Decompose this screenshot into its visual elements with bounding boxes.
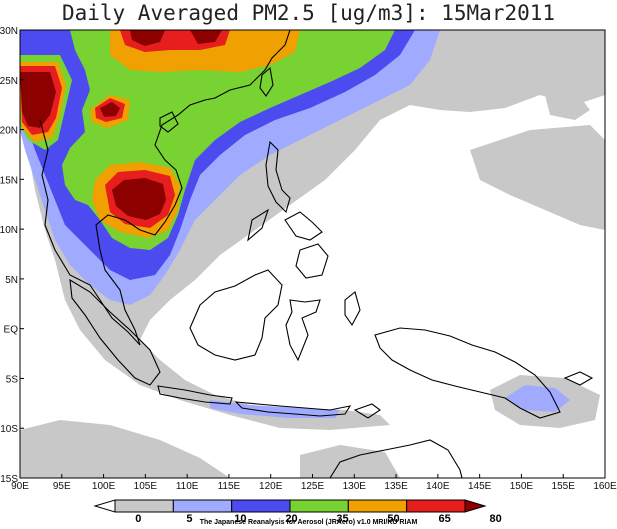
lon-tick-label: 155E bbox=[552, 481, 576, 492]
coastlines bbox=[39, 30, 594, 478]
contour-5-10-south bbox=[20, 420, 230, 478]
coastline-visayas bbox=[284, 211, 323, 241]
contour-over-80-d bbox=[112, 178, 166, 220]
coastline-hainan bbox=[159, 111, 179, 133]
colorbar-label: 5 bbox=[186, 513, 192, 525]
colorbar-label: 20 bbox=[285, 513, 297, 525]
lon-tick-label: 130E bbox=[343, 481, 367, 492]
colorbar-label: 65 bbox=[438, 513, 450, 525]
colorbar-swatch bbox=[231, 499, 291, 513]
lon-tick-label: 110E bbox=[176, 481, 199, 492]
lat-tick-label: 10N bbox=[0, 225, 18, 236]
lon-tick-label: 135E bbox=[384, 481, 408, 492]
lon-tick-label: 95E bbox=[53, 481, 71, 492]
coastline-luzon bbox=[265, 140, 291, 214]
contour-10-20-png bbox=[505, 385, 570, 412]
coastline-lesser-sunda bbox=[234, 401, 352, 417]
contour-over-80-b bbox=[190, 30, 222, 44]
lat-tick-label: 10S bbox=[0, 424, 18, 435]
lon-tick-label: 125E bbox=[301, 481, 325, 492]
colorbar-label: 80 bbox=[490, 513, 502, 525]
lon-tick-label: 150E bbox=[510, 481, 534, 492]
colorbar-high-arrow bbox=[464, 499, 487, 513]
coastline-new-britain bbox=[563, 371, 594, 386]
map-title: Daily Averaged PM2.5 [ug/m3]: 15Mar2011 bbox=[61, 1, 556, 25]
contour-5-10-pacific bbox=[545, 90, 590, 120]
lat-tick-label: 15S bbox=[0, 474, 18, 485]
contour-over-80-e bbox=[20, 72, 56, 128]
lat-tick-label: 5N bbox=[5, 275, 18, 286]
coastline-australia bbox=[329, 439, 463, 478]
contour-over-80-c bbox=[100, 102, 120, 117]
coastline-borneo bbox=[189, 269, 283, 361]
lat-tick-label: 25N bbox=[0, 76, 18, 87]
coastline-mindanao bbox=[295, 243, 329, 279]
colorbar-label: 50 bbox=[387, 513, 399, 525]
coastline-sulawesi bbox=[285, 299, 321, 362]
contour-5-10-east bbox=[470, 125, 605, 230]
coastline-timor bbox=[353, 403, 381, 419]
colorbar-label: 10 bbox=[234, 513, 246, 525]
coastline-halmahera bbox=[344, 291, 361, 327]
axis-ticks: 90E 95E 100E 105E 110E 115E 120E 125E 130E 135E 14… bbox=[0, 26, 617, 492]
lon-tick-label: 100E bbox=[92, 481, 116, 492]
coastline-taiwan bbox=[259, 66, 274, 97]
colorbar-swatch bbox=[347, 499, 408, 513]
coastline-new-guinea bbox=[374, 327, 561, 419]
contour-10-20-java bbox=[210, 400, 340, 418]
lat-tick-label: 5S bbox=[6, 374, 19, 385]
lat-tick-label: 15N bbox=[0, 175, 18, 186]
coastline-java bbox=[157, 385, 233, 405]
lon-tick-label: 105E bbox=[134, 481, 158, 492]
coastline-mainland-asia bbox=[39, 30, 291, 346]
coastline-palawan bbox=[247, 208, 270, 242]
credit-text: The Japanese Reanalysis for Aerosol (JRA… bbox=[199, 519, 418, 526]
contour-5-10-seasia bbox=[300, 445, 400, 478]
lat-tick-label: 30N bbox=[0, 26, 18, 37]
colorbar-swatch bbox=[289, 499, 349, 513]
lon-tick-label: 120E bbox=[259, 481, 283, 492]
coastline-sumatra bbox=[69, 278, 161, 386]
contour-over-80 bbox=[130, 30, 165, 46]
colorbar-swatch bbox=[114, 499, 174, 513]
lon-tick-label: 145E bbox=[468, 481, 492, 492]
lon-tick-label: 115E bbox=[218, 481, 241, 492]
lon-tick-label: 160E bbox=[593, 481, 617, 492]
colorbar: 0 5 10 20 35 50 65 80 bbox=[93, 499, 502, 525]
lon-tick-label: 90E bbox=[11, 481, 29, 492]
colorbar-low-arrow bbox=[93, 499, 116, 513]
lon-tick-label: 140E bbox=[426, 481, 450, 492]
colorbar-label: 0 bbox=[135, 513, 141, 525]
lat-tick-label: 20N bbox=[0, 126, 18, 137]
colorbar-swatch bbox=[406, 499, 466, 513]
lat-tick-label: EQ bbox=[4, 325, 19, 336]
map-frame-group bbox=[19, 29, 606, 479]
colorbar-label: 35 bbox=[336, 513, 348, 525]
colorbar-swatch bbox=[172, 499, 233, 513]
